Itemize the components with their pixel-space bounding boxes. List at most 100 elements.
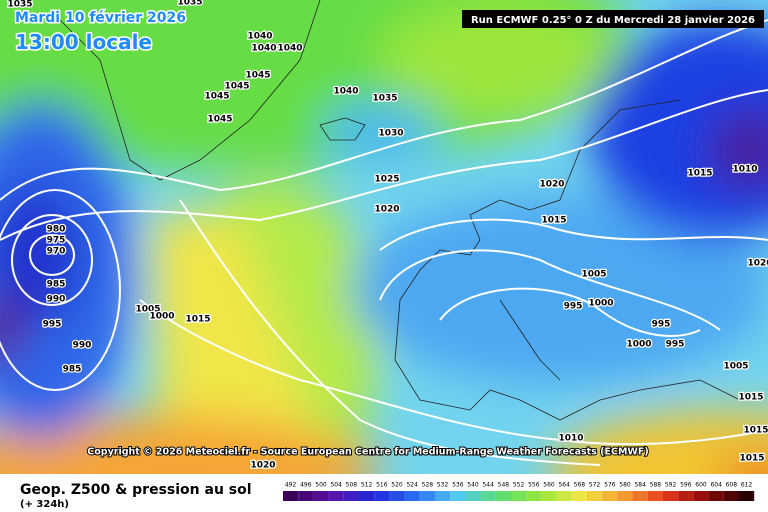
- scale-swatch: [587, 491, 603, 501]
- scale-label: 604: [710, 482, 722, 489]
- isobar-label: 1030: [378, 129, 403, 139]
- scale-label: 540: [467, 482, 479, 489]
- isobar-label: 1040: [333, 87, 358, 97]
- isobar-label: 1015: [185, 315, 210, 325]
- scale-swatch: [571, 491, 587, 501]
- scale-swatch: [465, 491, 481, 501]
- scale-swatch: [343, 491, 359, 501]
- scale-swatch: [739, 491, 755, 501]
- scale-swatch: [374, 491, 390, 501]
- scale-label: 584: [634, 482, 646, 489]
- isobar-label: 1000: [149, 312, 174, 322]
- isobar-label: 1035: [7, 0, 32, 10]
- scale-swatch: [328, 491, 344, 501]
- forecast-time: 13:00 locale: [15, 30, 152, 54]
- isobar-label: 1010: [558, 434, 583, 444]
- isobar-label: 1045: [207, 115, 232, 125]
- scale-label: 504: [330, 482, 342, 489]
- scale-label: 544: [482, 482, 494, 489]
- isobar-label: 985: [47, 280, 66, 290]
- scale-swatch: [526, 491, 542, 501]
- isobar-labels: 1035 1035 1040 1040 1040 1045 1045 1045 …: [6, 0, 768, 472]
- isobar-label: 1020: [374, 205, 399, 215]
- isobar-label: 1005: [581, 270, 606, 280]
- isobar-label: 995: [43, 320, 62, 330]
- color-scale: 492 496 500 504 508 512 516 520 524 528 532 536 540 5…: [283, 482, 755, 501]
- forecast-date: Mardi 10 février 2026: [15, 10, 186, 26]
- scale-label: 588: [650, 482, 662, 489]
- isobar-label: 1040: [247, 32, 272, 42]
- scale-swatch: [450, 491, 466, 501]
- scale-swatch: [693, 491, 709, 501]
- footer-title: Geop. Z500 & pression au sol: [20, 482, 252, 498]
- scale-label: 608: [726, 482, 738, 489]
- isobar-label: 975: [47, 236, 66, 246]
- footer-subtitle: (+ 324h): [20, 499, 69, 510]
- scale-swatch: [647, 491, 663, 501]
- scale-swatch: [678, 491, 694, 501]
- scale-label: 548: [498, 482, 510, 489]
- coastlines: [59, 0, 741, 421]
- scale-swatch: [632, 491, 648, 501]
- run-info: Run ECMWF 0.25° 0 Z du Mercredi 28 janvi…: [471, 15, 755, 26]
- isobar-label: 1045: [224, 82, 249, 92]
- isobar-label: 1010: [732, 165, 757, 175]
- isobar-label: 980: [47, 225, 66, 235]
- isobar-label: 995: [666, 340, 685, 350]
- scale-label: 500: [315, 482, 327, 489]
- scale-swatch: [723, 491, 739, 501]
- scale-swatch: [480, 491, 496, 501]
- scale-swatch: [283, 491, 299, 501]
- isobar-label: 1035: [177, 0, 202, 8]
- isobar-label: 1015: [738, 393, 763, 403]
- isobar-label: 990: [73, 341, 92, 351]
- scale-label: 552: [513, 482, 525, 489]
- scale-label: 572: [589, 482, 601, 489]
- scale-swatch: [511, 491, 527, 501]
- scale-swatch: [556, 491, 572, 501]
- scale-swatch: [298, 491, 314, 501]
- isobar-label: 1000: [588, 299, 613, 309]
- scale-label: 576: [604, 482, 616, 489]
- isobar-label: 1025: [374, 175, 399, 185]
- scale-label: 492: [285, 482, 297, 489]
- scale-swatch: [389, 491, 405, 501]
- scale-swatch: [313, 491, 329, 501]
- scale-swatch: [541, 491, 557, 501]
- isobar-label: 985: [63, 365, 82, 375]
- isobar-label: 970: [47, 247, 66, 257]
- scale-swatch: [602, 491, 618, 501]
- scale-swatch: [435, 491, 451, 501]
- scale-label: 592: [665, 482, 677, 489]
- scale-swatch: [708, 491, 724, 501]
- isobar-label: 995: [652, 320, 671, 330]
- scale-swatch: [663, 491, 679, 501]
- scale-label: 528: [422, 482, 434, 489]
- scale-label: 556: [528, 482, 540, 489]
- scale-label: 508: [346, 482, 358, 489]
- scale-label: 600: [695, 482, 707, 489]
- isobars: [0, 19, 768, 466]
- isobar-label: 1035: [372, 94, 397, 104]
- scale-swatch: [404, 491, 420, 501]
- isobar-label: 1040: [251, 44, 276, 54]
- scale-label: 596: [680, 482, 692, 489]
- scale-label: 580: [619, 482, 631, 489]
- run-box: [462, 10, 764, 28]
- scale-label: 520: [391, 482, 403, 489]
- isobar-label: 995: [564, 302, 583, 312]
- isobar-label: 1015: [687, 169, 712, 179]
- isobar-label: 1005: [135, 305, 160, 315]
- isobar-label: 1005: [723, 362, 748, 372]
- isobar-label: 1015: [541, 216, 566, 226]
- scale-label: 524: [406, 482, 418, 489]
- scale-label: 532: [437, 482, 449, 489]
- scale-label: 560: [543, 482, 555, 489]
- isobar-label: 1020: [747, 259, 768, 269]
- isobar-label: 1020: [539, 180, 564, 190]
- scale-label: 568: [574, 482, 586, 489]
- scale-label: 512: [361, 482, 373, 489]
- scale-label: 516: [376, 482, 388, 489]
- scale-swatch: [359, 491, 375, 501]
